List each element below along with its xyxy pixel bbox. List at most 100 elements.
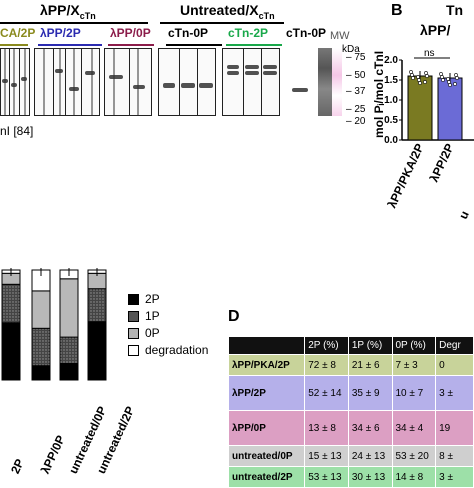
lane-underline: [108, 44, 154, 46]
group2-title: Untreated/XcTn: [180, 2, 275, 21]
data-point: [425, 74, 429, 78]
lane-underline: [166, 44, 222, 46]
table-cell: 15 ± 13: [304, 445, 349, 467]
blot-strip-2: [34, 48, 100, 116]
data-point: [448, 83, 452, 87]
table-cell: 30 ± 13: [347, 466, 393, 488]
x-label: λPP/0P: [38, 433, 68, 476]
table-header-cell: 2P (%): [304, 336, 349, 355]
legend-swatch: [128, 310, 139, 322]
table-header-cell: 0P (%): [391, 336, 437, 355]
y-tick-label: 0.0: [384, 135, 398, 146]
row-label: untreated/2P: [228, 466, 306, 488]
x-label: λPP/2P: [427, 141, 457, 184]
bar: [407, 75, 433, 141]
table-cell: 3 ±: [435, 375, 474, 411]
blot-strip-1: [0, 48, 30, 116]
stack-segment: [31, 290, 51, 329]
panel-b-letter: B: [391, 2, 403, 19]
panel-b-top-title: Tn: [446, 2, 464, 18]
table-cell: 3 ±: [435, 466, 474, 488]
legend-item: 2P: [128, 292, 160, 306]
x-label: 2P: [8, 456, 27, 476]
ns-label: ns: [424, 48, 435, 59]
table-cell: 52 ± 14: [304, 375, 349, 411]
kda-marker: – 25: [346, 104, 366, 115]
table-cell: 34 ± 4: [391, 410, 437, 446]
table-cell: 13 ± 8: [304, 410, 349, 446]
blot-strip-6: [288, 48, 312, 116]
panel-c-chart: [1, 268, 107, 381]
data-point: [411, 76, 415, 80]
kda-marker: – 75: [346, 52, 366, 63]
table-cell: 53 ± 13: [304, 466, 349, 488]
kda-marker: – 20: [346, 116, 366, 127]
x-label: λPP/PKA/2P: [385, 141, 427, 210]
mw-ladder-stain: [332, 48, 342, 116]
stack-segment: [87, 321, 107, 381]
lane-label: cTn-0P: [168, 26, 209, 40]
panel-d-letter: D: [228, 308, 240, 325]
group1-title: λPP/XcTn: [40, 2, 96, 21]
row-label: untreated/0P: [228, 445, 306, 467]
table-cell: 19: [435, 410, 474, 446]
stack-segment: [59, 336, 79, 364]
table-header-cell: [228, 336, 306, 355]
data-point: [423, 80, 427, 84]
table-cell: 24 ± 13: [347, 445, 393, 467]
lane-label: CA/2P: [0, 26, 36, 40]
lane-underline: [226, 44, 282, 46]
legend-label: 1P: [145, 309, 160, 323]
blot-strip-3: [104, 48, 152, 116]
legend-item: 1P: [128, 309, 160, 323]
data-point: [455, 76, 459, 80]
lane-label: cTn-0P: [286, 26, 327, 40]
y-tick-label: 2.0: [384, 55, 398, 66]
legend-label: 0P: [145, 326, 160, 340]
data-point: [418, 81, 422, 85]
panel-b-header: λPP/: [420, 22, 451, 38]
blot-strip-4: [158, 48, 216, 116]
legend-item: 0P: [128, 326, 160, 340]
stack-segment: [1, 283, 21, 324]
legend-swatch: [128, 293, 139, 305]
results-table: 2P (%) 1P (%) 0P (%) Degr λPP/PKA/2P 72 ± 8 21…: [228, 336, 474, 488]
kda-marker: – 37: [346, 86, 366, 97]
stack-segment: [59, 363, 79, 381]
lane-label: λPP/0P: [110, 26, 151, 40]
stack-segment: [31, 365, 51, 381]
table-cell: 53 ± 20: [391, 445, 437, 467]
table-cell: 21 ± 6: [347, 354, 393, 376]
legend-item: degradation: [128, 343, 208, 357]
row-label: λPP/2P: [228, 375, 306, 411]
table-row: untreated/0P 15 ± 13 24 ± 13 53 ± 20 8 ±: [228, 445, 474, 467]
y-tick-label: 1.5: [384, 75, 398, 86]
lane-underline: [0, 44, 28, 46]
table-cell: 0: [435, 354, 474, 376]
table-cell: 8 ±: [435, 445, 474, 467]
group2-underline: [160, 22, 284, 24]
panel-b-chart: 2.0 1.5 1.0 0.5 0.0 ns λPP/PKA/2P λPP/2P u: [384, 48, 474, 221]
y-tick-label: 1.0: [384, 95, 398, 106]
stack-segment: [31, 327, 51, 367]
row-label: λPP/PKA/2P: [228, 354, 306, 376]
table-row: λPP/0P 13 ± 8 34 ± 6 34 ± 4 19: [228, 410, 474, 446]
blot-strip-5: [222, 48, 280, 116]
stack-segment: [87, 288, 107, 323]
table-cell: 7 ± 3: [391, 354, 437, 376]
table-header-cell: Degr: [435, 336, 474, 355]
legend-label: degradation: [145, 343, 209, 357]
data-point: [441, 78, 445, 82]
lane-label: MW: [330, 30, 350, 42]
group1-underline: [0, 22, 148, 24]
kda-unit: kDa: [342, 44, 360, 55]
row-label: λPP/0P: [228, 410, 306, 446]
table-cell: 34 ± 6: [347, 410, 393, 446]
kda-marker: – 50: [346, 70, 366, 81]
legend-swatch: [128, 327, 139, 339]
table-cell: 14 ± 8: [391, 466, 437, 488]
stack-segment: [1, 322, 21, 381]
